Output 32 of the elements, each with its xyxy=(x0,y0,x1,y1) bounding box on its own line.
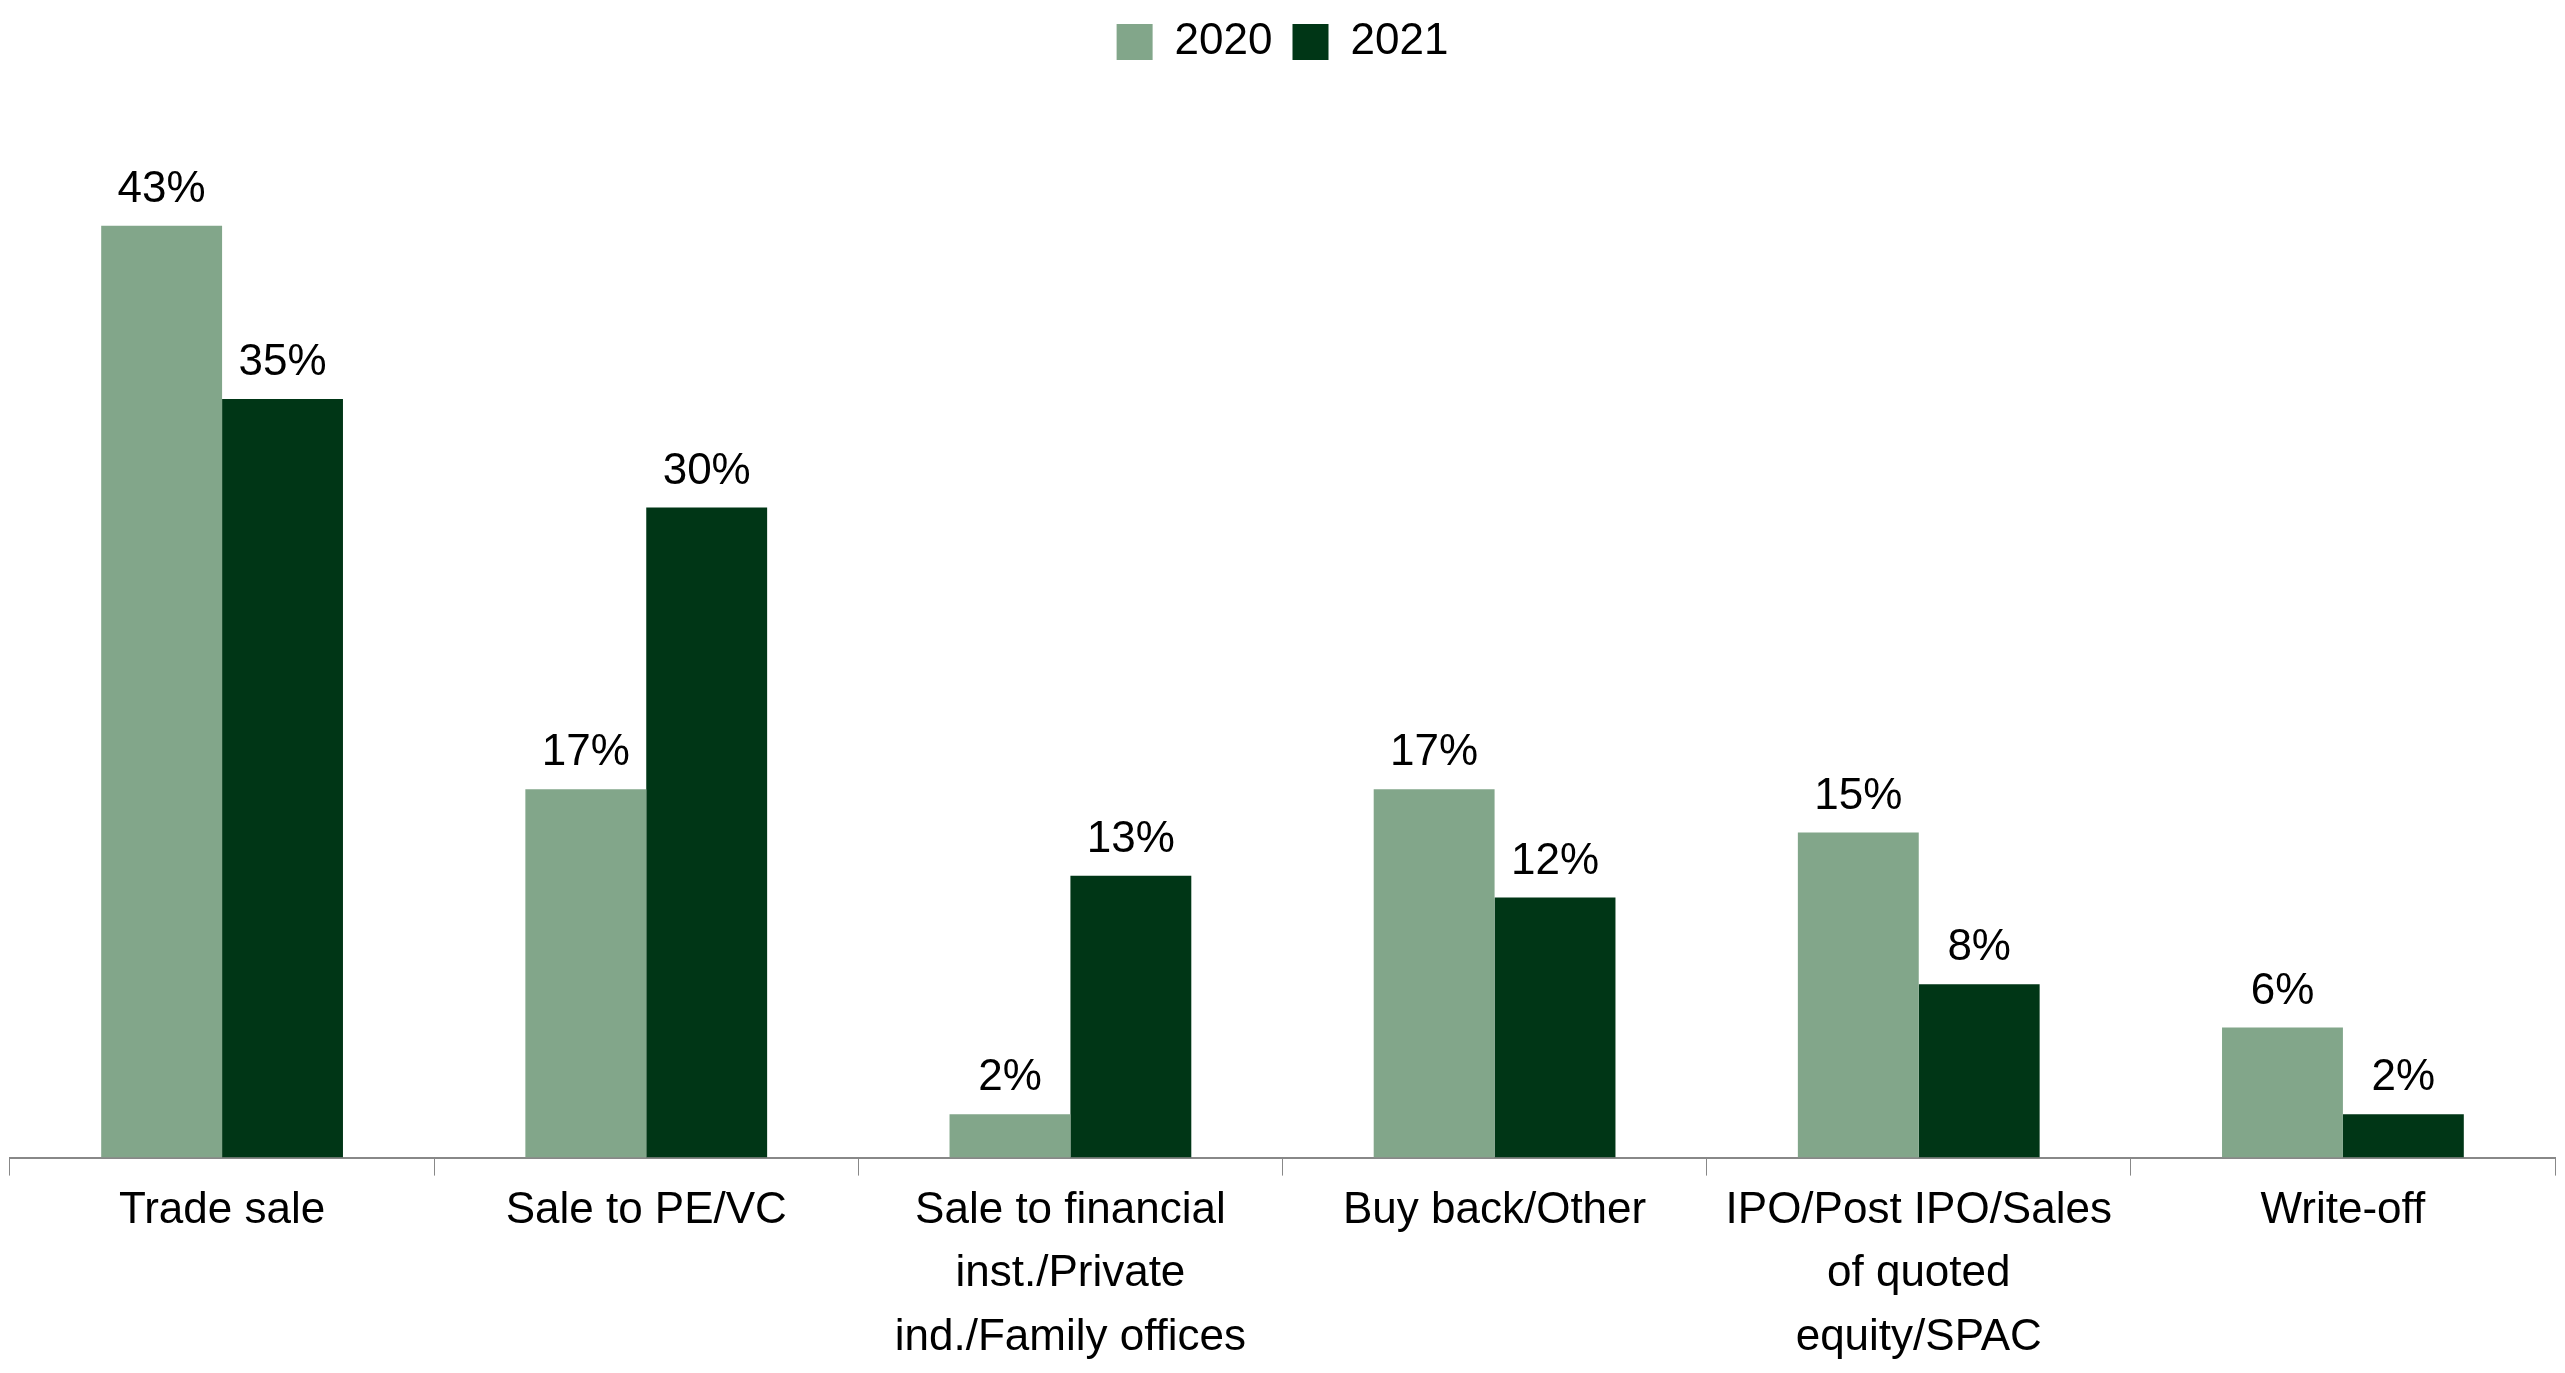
x-tick-label: IPO/Post IPO/Sales of quoted equity/SPAC xyxy=(1725,1182,2112,1360)
bar xyxy=(949,1114,1071,1158)
data-label: 30% xyxy=(662,443,751,493)
bar xyxy=(646,507,768,1158)
bar xyxy=(1494,897,1616,1158)
data-label: 13% xyxy=(1086,812,1175,861)
data-label: 15% xyxy=(1814,768,1903,818)
data-label: 35% xyxy=(238,335,327,385)
x-tick-label: Sale to financial inst./Private ind./Family offices xyxy=(894,1182,1247,1360)
data-label: 2% xyxy=(2371,1050,2436,1100)
legend-label: 2021 xyxy=(1350,14,1449,64)
data-label: 17% xyxy=(541,725,630,775)
x-tick-label: Buy back/Other xyxy=(1342,1182,1647,1232)
bar xyxy=(101,225,223,1158)
bar xyxy=(1797,832,1919,1158)
x-tick-label: Trade sale xyxy=(118,1182,326,1232)
bar xyxy=(1918,984,2040,1158)
legend-label: 2020 xyxy=(1174,14,1273,64)
bar xyxy=(1373,789,1495,1158)
data-label: 17% xyxy=(1390,725,1479,775)
data-label: 2% xyxy=(978,1050,1042,1100)
bar xyxy=(1070,875,1192,1158)
bar xyxy=(222,399,343,1158)
bar xyxy=(2342,1114,2464,1158)
bar xyxy=(525,789,647,1158)
x-tick-label: Sale to PE/VC xyxy=(505,1182,787,1232)
data-label: 6% xyxy=(2250,963,2315,1013)
bar xyxy=(2222,1027,2343,1158)
data-label: 12% xyxy=(1510,833,1600,883)
data-label: 8% xyxy=(1947,920,2011,970)
data-label: 43% xyxy=(117,161,206,211)
x-tick-label: Write-off xyxy=(2260,1182,2427,1232)
